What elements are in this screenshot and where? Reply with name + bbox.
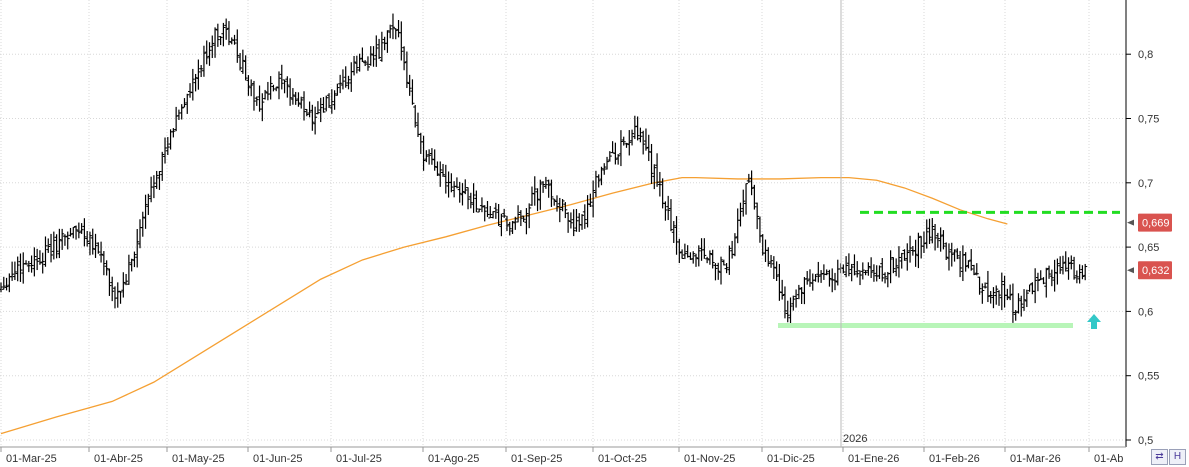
x-tick-label: 01-Ago-25 [428, 453, 479, 465]
y-tick-label: 0,6 [1138, 306, 1153, 318]
x-tick-label: 01-Ab [1094, 453, 1123, 465]
x-tick-label: 01-Dic-25 [767, 453, 815, 465]
x-tick-label: 01-Feb-26 [929, 453, 980, 465]
y-tick-label: 0,65 [1138, 242, 1159, 254]
y-tick-label: 0,8 [1138, 49, 1153, 61]
year-marker: 2026 [843, 433, 867, 445]
x-tick-label: 01-Mar-25 [6, 453, 57, 465]
y-tick-label: 0,5 [1138, 435, 1153, 447]
x-tick-label: 01-Abr-25 [94, 453, 143, 465]
x-tick-label: 01-May-25 [172, 453, 225, 465]
x-tick-label: 01-Mar-26 [1010, 453, 1061, 465]
y-tick-label: 0,75 [1138, 114, 1159, 126]
price-tag-label: 0,632 [1142, 265, 1170, 277]
price-tag-label: 0,669 [1142, 218, 1170, 230]
x-tick-label: 01-Ene-26 [848, 453, 899, 465]
up-arrow-icon [1087, 314, 1101, 329]
h-button[interactable]: H [1169, 449, 1186, 465]
x-tick-label: 01-Sep-25 [511, 453, 562, 465]
x-tick-label: 01-Jun-25 [253, 453, 303, 465]
x-axis-ticks: 01-Mar-25 01-Abr-25 01-May-25 01-Jun-25 01-J… [0, 447, 1123, 465]
price-tag-box [1138, 261, 1172, 280]
y-axis-ticks: 0,8 0,75 0,7 0,65 0,6 0,55 0,5 [1126, 49, 1159, 447]
swap-icon-button[interactable]: ⇄ [1151, 449, 1168, 465]
moving-average-line [0, 177, 1008, 435]
price-tag-box [1138, 213, 1172, 232]
x-tick-label: 01-Nov-25 [684, 453, 735, 465]
price-tag-pointer [1127, 219, 1134, 226]
x-tick-label: 01-Oct-25 [598, 453, 647, 465]
support-resistance-lines [778, 210, 1120, 329]
y-tick-label: 0,55 [1138, 371, 1159, 383]
moving-average-path [0, 177, 1008, 435]
price-tags: 0,669 0,632 [1127, 213, 1172, 280]
y-tick-label: 0,7 [1138, 178, 1153, 190]
price-tag-pointer [1127, 267, 1134, 274]
grid-lines [0, 0, 1126, 447]
x-tick-label: 01-Jul-25 [336, 453, 382, 465]
price-bars [0, 13, 1088, 326]
